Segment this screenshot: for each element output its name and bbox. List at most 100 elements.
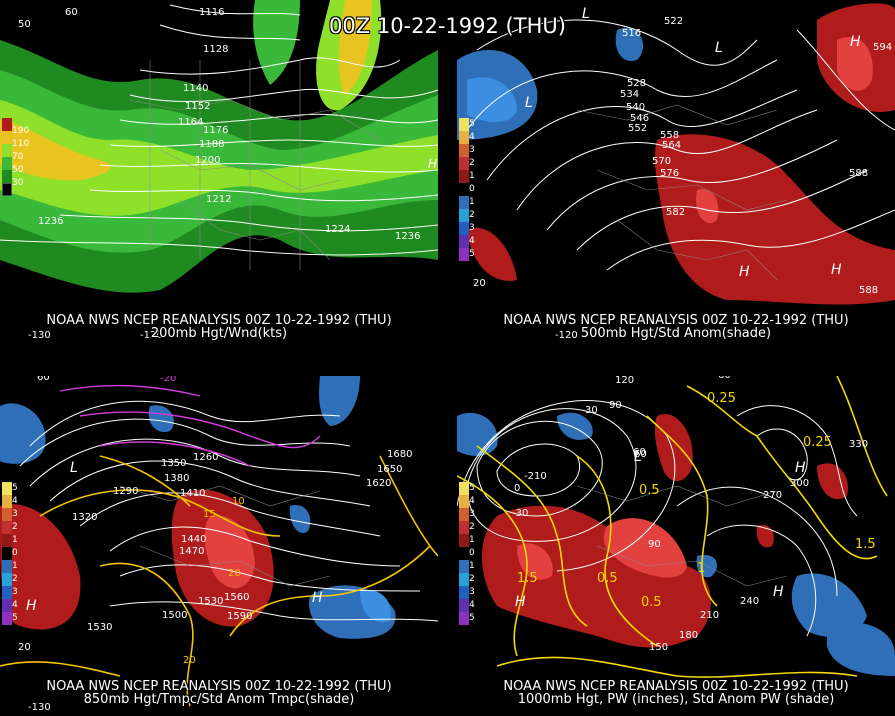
contour-label: 0 <box>514 483 520 494</box>
contour-label: 534 <box>620 89 639 100</box>
panel-caption-product: 500mb Hgt/Std Anom(shade) <box>580 326 772 341</box>
contour-label: 1380 <box>164 473 189 484</box>
edge-label: 20 <box>18 642 31 653</box>
edge-label: -120 <box>555 330 578 340</box>
map-500mb: 516 522 528 534 540 546 552 558 564 570 … <box>457 3 895 340</box>
legend-850mb <box>2 482 12 625</box>
panel-1000mb: 120 90 60 30 -210 0 -30 90 150 180 210 2… <box>457 376 895 716</box>
pw-label: 0.5 <box>597 571 618 586</box>
edge-label: 50 <box>18 19 31 30</box>
contour-label: 582 <box>666 207 685 218</box>
contour-label: 1500 <box>162 610 187 621</box>
legend-1000mb <box>459 482 469 625</box>
contour-label: 90 <box>609 400 622 411</box>
contour-label: 564 <box>662 140 681 151</box>
contour-label: 330 <box>849 439 868 450</box>
edge-label: 20 <box>473 278 486 289</box>
legend-500mb <box>459 118 469 261</box>
contour-label: 1440 <box>181 534 206 545</box>
temp-label: 15 <box>203 509 216 520</box>
panel-caption-product: 1000mb Hgt, PW (inches), Std Anom PW (sh… <box>517 692 835 707</box>
pw-label: 0.5 <box>639 483 660 498</box>
contour-label: 30 <box>585 405 598 416</box>
contour-label: 558 <box>660 130 679 141</box>
panel-500mb: 516 522 528 534 540 546 552 558 564 570 … <box>457 0 895 340</box>
contour-label: 1680 <box>387 449 412 460</box>
contour-label: 1236 <box>38 216 63 227</box>
edge-label: -130 <box>28 702 51 713</box>
panel-caption-source: NOAA NWS NCEP REANALYSIS 00Z 10-22-1992 … <box>503 313 849 328</box>
contour-label: 1410 <box>180 488 205 499</box>
pw-label: 1.5 <box>517 571 538 586</box>
high-marker: H <box>831 262 842 278</box>
pw-label: 0.25 <box>803 435 832 450</box>
temp-label: 10 <box>232 496 245 507</box>
panel-200mb: 1116 1128 1140 1152 1164 1176 1188 1200 … <box>0 0 438 340</box>
low-marker: L <box>70 460 78 476</box>
high-marker: H <box>312 590 323 606</box>
contour-label: 1350 <box>161 458 186 469</box>
contour-label: 522 <box>664 16 683 27</box>
pw-label: 0.5 <box>641 595 662 610</box>
map-title: 00Z 10-22-1992 (THU) <box>329 14 566 38</box>
contour-label: 1530 <box>87 622 112 633</box>
contour-label: 1164 <box>178 117 203 128</box>
contour-label: 180 <box>679 630 698 641</box>
contour-label: 516 <box>622 28 641 39</box>
contour-label: 1590 <box>227 611 252 622</box>
low-marker: L <box>525 95 533 111</box>
low-marker: L <box>582 6 590 22</box>
contour-label: 300 <box>790 478 809 489</box>
contour-label: 1116 <box>199 7 224 18</box>
edge-label: 60 <box>718 376 731 381</box>
contour-label: 120 <box>615 376 634 386</box>
contour-label: 546 <box>630 113 649 124</box>
contour-label: 1176 <box>203 125 228 136</box>
contour-label: -30 <box>512 508 528 519</box>
high-marker: H <box>26 598 37 614</box>
legend-200mb <box>2 118 12 196</box>
map-1000mb: 120 90 60 30 -210 0 -30 90 150 180 210 2… <box>457 376 895 678</box>
high-marker: H <box>773 584 784 600</box>
high-marker: H <box>739 264 750 280</box>
edge-label: -130 <box>28 330 51 340</box>
contour-label: 1152 <box>185 101 210 112</box>
contour-label: 1188 <box>199 139 224 150</box>
contour-label: 1650 <box>377 464 402 475</box>
contour-label: 576 <box>660 168 679 179</box>
contour-label: 1212 <box>206 194 231 205</box>
contour-label: 1620 <box>366 478 391 489</box>
low-marker: L <box>634 449 642 465</box>
temp-label: 20 <box>183 655 196 666</box>
panel-caption-product: 850mb Hgt/Tmpc/Std Anom Tmpc(shade) <box>83 692 355 707</box>
contour-label: 150 <box>649 642 668 653</box>
pw-label: 1 <box>697 561 705 576</box>
panel-850mb: 1350 1380 1410 1260 1290 1320 1440 1470 … <box>0 376 438 716</box>
high-marker: H <box>515 594 526 610</box>
contour-label: 1530 <box>198 596 223 607</box>
contour-label: -210 <box>524 471 547 482</box>
contour-label: 540 <box>626 102 645 113</box>
panel-caption-source: NOAA NWS NCEP REANALYSIS 00Z 10-22-1992 … <box>46 313 392 328</box>
contour-label: 90 <box>648 539 661 550</box>
contour-label: 588 <box>859 285 878 296</box>
high-marker: H <box>850 34 861 50</box>
contour-label: 594 <box>873 42 892 53</box>
contour-label: 1290 <box>113 486 138 497</box>
map-200mb: 1116 1128 1140 1152 1164 1176 1188 1200 … <box>0 0 438 340</box>
contour-label: 1320 <box>72 512 97 523</box>
contour-label: 528 <box>627 78 646 89</box>
contour-label: 60 <box>633 447 646 458</box>
contour-label: 1470 <box>179 546 204 557</box>
contour-label: 1128 <box>203 44 228 55</box>
temp-label: -20 <box>160 376 176 384</box>
high-marker: H <box>795 460 806 476</box>
contour-label: 60 <box>634 449 647 460</box>
legend-labels-200mb: 190 110 70 50 30 <box>12 126 30 188</box>
contour-label: 1236 <box>395 231 420 242</box>
edge-label: 60 <box>65 7 78 18</box>
contour-label: 1260 <box>193 452 218 463</box>
